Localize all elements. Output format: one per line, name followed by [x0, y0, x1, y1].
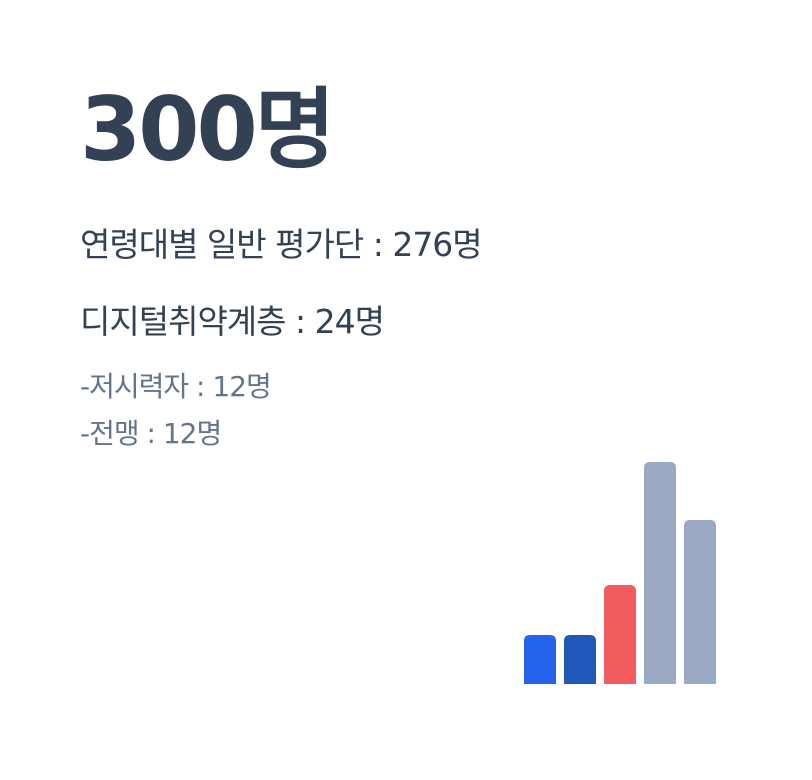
general-panel-count: 연령대별 일반 평가단 : 276명	[80, 225, 483, 264]
total-count: 300명	[80, 78, 336, 181]
chart-bar-2	[564, 635, 596, 684]
chart-bar-5	[684, 520, 716, 684]
chart-bar-4	[644, 462, 676, 684]
blind-count: -전맹 : 12명	[80, 417, 222, 450]
chart-bar-1	[524, 635, 556, 684]
chart-bar-3	[604, 585, 636, 684]
digital-vulnerable-count: 디지털취약계층 : 24명	[80, 302, 385, 341]
low-vision-count: -저시력자 : 12명	[80, 370, 272, 403]
